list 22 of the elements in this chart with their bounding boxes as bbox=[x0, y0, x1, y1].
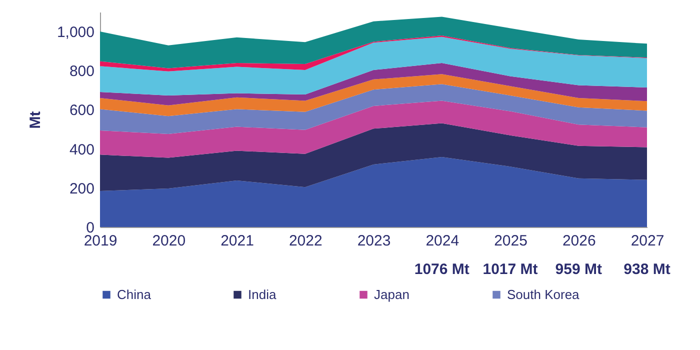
x-tick-label: 2020 bbox=[152, 232, 186, 250]
y-tick-label: 400 bbox=[69, 141, 94, 158]
y-tick-label: 800 bbox=[69, 63, 94, 80]
x-tick-label: 2025 bbox=[494, 232, 528, 250]
x-tick-label: 2027 bbox=[630, 232, 664, 250]
legend-label: India bbox=[248, 286, 277, 302]
x-tick-label: 2022 bbox=[288, 232, 322, 250]
legend-label: Japan bbox=[374, 286, 410, 302]
x-tick-label: 2023 bbox=[357, 232, 391, 250]
y-tick-label: 1,000 bbox=[56, 24, 94, 42]
text: 938 Mt bbox=[624, 261, 670, 278]
x-tick-label: 2024 bbox=[426, 232, 460, 250]
y-tick-label: 200 bbox=[69, 180, 94, 198]
text: 959 Mt bbox=[555, 261, 602, 278]
text: 1076 Mt bbox=[414, 261, 470, 278]
x-tick-label: 2026 bbox=[562, 232, 596, 250]
y-tick-label: 600 bbox=[69, 102, 94, 120]
text: 1017 Mt bbox=[482, 261, 538, 278]
y-axis-title: Mt bbox=[26, 111, 44, 129]
legend-label: China bbox=[117, 286, 152, 302]
x-tick-label: 2021 bbox=[220, 232, 254, 250]
legend-label: South Korea bbox=[507, 286, 580, 302]
